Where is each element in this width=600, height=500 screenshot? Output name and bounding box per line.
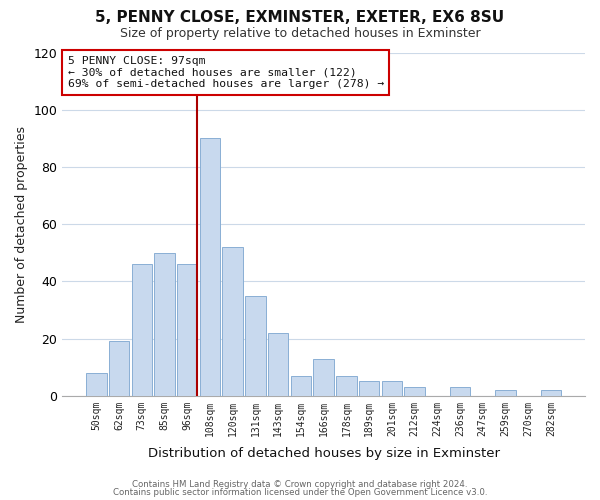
- Bar: [245, 296, 266, 396]
- Text: Contains public sector information licensed under the Open Government Licence v3: Contains public sector information licen…: [113, 488, 487, 497]
- Bar: [496, 390, 516, 396]
- Text: 5 PENNY CLOSE: 97sqm
← 30% of detached houses are smaller (122)
69% of semi-deta: 5 PENNY CLOSE: 97sqm ← 30% of detached h…: [68, 56, 384, 89]
- Bar: [404, 387, 425, 396]
- Bar: [450, 387, 470, 396]
- Text: Size of property relative to detached houses in Exminster: Size of property relative to detached ho…: [119, 28, 481, 40]
- Bar: [131, 264, 152, 396]
- Y-axis label: Number of detached properties: Number of detached properties: [15, 126, 28, 322]
- Bar: [313, 358, 334, 396]
- Bar: [336, 376, 356, 396]
- Bar: [86, 373, 107, 396]
- X-axis label: Distribution of detached houses by size in Exminster: Distribution of detached houses by size …: [148, 447, 500, 460]
- Bar: [541, 390, 561, 396]
- Bar: [200, 138, 220, 396]
- Bar: [382, 382, 402, 396]
- Bar: [290, 376, 311, 396]
- Bar: [268, 333, 289, 396]
- Text: 5, PENNY CLOSE, EXMINSTER, EXETER, EX6 8SU: 5, PENNY CLOSE, EXMINSTER, EXETER, EX6 8…: [95, 10, 505, 25]
- Bar: [359, 382, 379, 396]
- Text: Contains HM Land Registry data © Crown copyright and database right 2024.: Contains HM Land Registry data © Crown c…: [132, 480, 468, 489]
- Bar: [223, 247, 243, 396]
- Bar: [177, 264, 197, 396]
- Bar: [154, 252, 175, 396]
- Bar: [109, 342, 129, 396]
